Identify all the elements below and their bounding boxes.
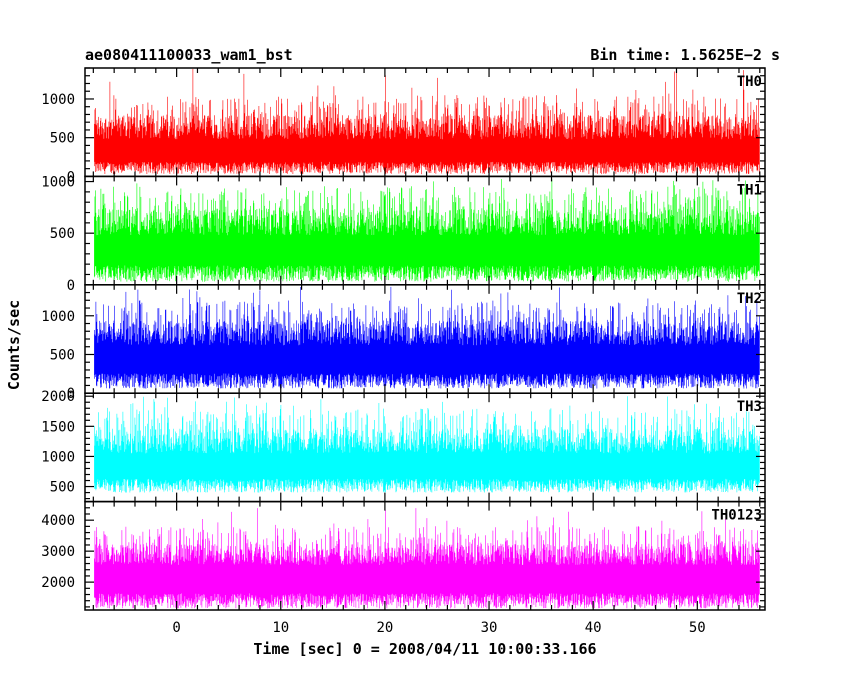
x-axis: 0 10 20 30 40 50	[172, 620, 705, 636]
panel-label: TH0	[737, 74, 762, 90]
y-tick-label: 500	[50, 480, 75, 496]
series-th0123	[94, 508, 760, 609]
x-axis-label: Time [sec] 0 = 2008/04/11 10:00:33.166	[253, 640, 596, 658]
y-tick-label: 4000	[41, 513, 75, 529]
panel-th0123: 2000 3000 4000 TH0123	[41, 500, 766, 611]
header-left-title: ae080411100033_wam1_bst	[85, 46, 293, 64]
x-tick-label: 0	[172, 620, 180, 636]
panel-label: TH2	[737, 291, 762, 307]
series-th0	[94, 68, 760, 175]
panel-th0: 0 500 1000 TH0	[41, 67, 766, 185]
series-th2	[94, 286, 760, 389]
y-tick-label: 0	[67, 386, 75, 402]
y-tick-label: 1000	[41, 175, 75, 191]
y-tick-label: 1000	[41, 92, 75, 108]
series-th3	[94, 396, 760, 493]
y-tick-label: 3000	[41, 544, 75, 560]
y-tick-label: 500	[50, 347, 75, 363]
x-tick-label: 30	[481, 620, 498, 636]
y-tick-label: 1000	[41, 449, 75, 465]
y-tick-label: 2000	[41, 389, 75, 405]
y-tick-label: 0	[67, 278, 75, 294]
x-tick-label: 10	[272, 620, 289, 636]
y-tick-label: 500	[50, 226, 75, 242]
y-tick-label: 2000	[41, 575, 75, 591]
panel-frame	[84, 500, 766, 611]
y-axis-label: Counts/sec	[5, 300, 23, 390]
y-tick-label: 500	[50, 131, 75, 147]
x-tick-label: 40	[585, 620, 602, 636]
panel-label: TH0123	[711, 508, 762, 524]
x-tick-label: 50	[689, 620, 706, 636]
panel-th3: 500 1000 1500 2000 TH3	[41, 389, 766, 503]
header-right-title: Bin time: 1.5625E−2 s	[590, 46, 780, 64]
panel-th2: 0 500 1000 TH2	[41, 284, 766, 402]
y-tick-label: 0	[67, 169, 75, 185]
panel-th1: 0 500 1000 TH1	[41, 175, 766, 294]
y-tick-label: 1000	[41, 309, 75, 325]
series-th1	[94, 179, 760, 282]
x-tick-label: 20	[376, 620, 393, 636]
y-tick-label: 1500	[41, 419, 75, 435]
panel-label: TH3	[737, 399, 762, 415]
panels-group: 0 500 1000 TH0 0 500 1000 TH1 0 500 1000 TH2 500 1000…	[41, 67, 766, 611]
panel-label: TH1	[737, 182, 762, 198]
